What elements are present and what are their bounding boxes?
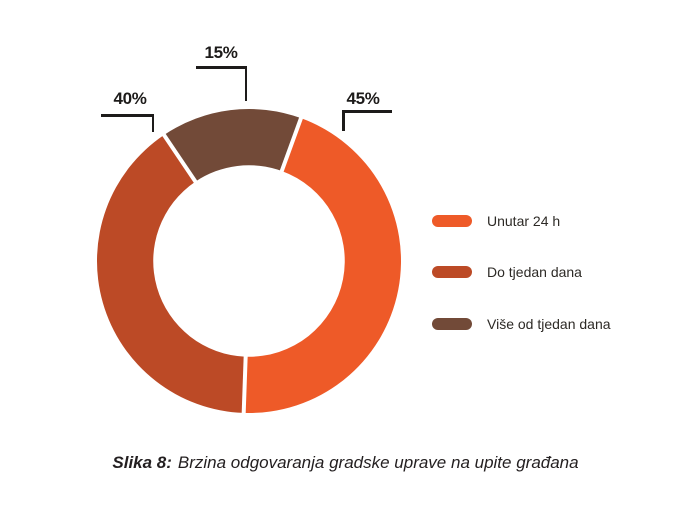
callout-label-unutar-24-h: 45% [346, 89, 380, 108]
legend-swatch-unutar-24-h [432, 215, 472, 227]
figure-caption-number: Slika 8: [112, 453, 172, 472]
callout-line-45-horizontal [342, 110, 392, 113]
segment-separator [160, 131, 199, 186]
donut-segment-do-tjedan-dana [97, 134, 246, 413]
legend-item-do-tjedan-dana: Do tjedan dana [432, 260, 582, 284]
legend-label-do-tjedan-dana: Do tjedan dana [487, 264, 582, 280]
legend-label-vise-od-tjedan-dana: Više od tjedan dana [487, 316, 611, 332]
legend-label-unutar-24-h: Unutar 24 h [487, 213, 561, 229]
callout-label-do-tjedan-dana: 40% [113, 89, 147, 108]
callout-line-15-vertical [244, 66, 247, 101]
legend-swatch-do-tjedan-dana [432, 266, 472, 278]
callout-line-15-horizontal [196, 66, 247, 69]
callout-label-vise-od-tjedan-dana: 15% [204, 43, 238, 62]
callout-line-45-vertical [342, 110, 345, 131]
legend-item-vise-od-tjedan-dana: Više od tjedan dana [432, 312, 611, 336]
callout-line-40-horizontal [101, 114, 154, 117]
donut-segment-vi-e-od-tjedan-dana [164, 109, 301, 182]
figure-caption: Slika 8: Brzina odgovaranja gradske uprav… [0, 453, 691, 473]
segment-separator [278, 114, 304, 175]
legend-swatch-vise-od-tjedan-dana [432, 318, 472, 330]
donut-segment-unutar-24-h [243, 118, 402, 414]
segment-separator [241, 353, 248, 416]
figure-caption-text: Brzina odgovaranja gradske uprave na upi… [177, 453, 579, 472]
callout-line-40-vertical [151, 114, 154, 132]
legend-item-unutar-24-h: Unutar 24 h [432, 209, 560, 233]
